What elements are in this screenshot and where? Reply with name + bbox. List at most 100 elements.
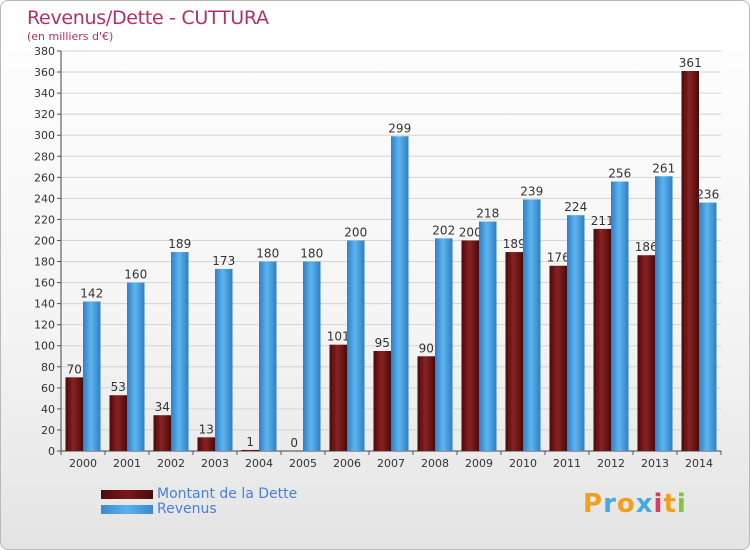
y-tick-label: 100 xyxy=(34,340,55,353)
y-tick-label: 80 xyxy=(41,361,55,374)
data-label-revenus: 189 xyxy=(168,237,191,251)
logo-letter: P xyxy=(583,489,604,519)
logo-letter: o xyxy=(616,489,636,519)
data-label-revenus: 224 xyxy=(564,200,587,214)
data-label-revenus: 160 xyxy=(124,268,147,282)
x-tick-label: 2003 xyxy=(201,457,229,470)
bar-dette xyxy=(241,449,259,451)
y-tick-label: 360 xyxy=(34,66,55,79)
y-tick-label: 380 xyxy=(34,45,55,58)
y-tick-label: 200 xyxy=(34,234,55,247)
bar-dette xyxy=(417,356,435,451)
data-label-dette: 90 xyxy=(419,341,434,355)
y-tick-label: 20 xyxy=(41,424,55,437)
bar-dette xyxy=(197,437,215,451)
x-tick-label: 2009 xyxy=(465,457,493,470)
x-tick-label: 2002 xyxy=(157,457,185,470)
bar-dette xyxy=(637,255,655,451)
bar-dette xyxy=(681,71,699,451)
data-label-dette: 101 xyxy=(327,330,350,344)
x-tick-label: 2001 xyxy=(113,457,141,470)
x-tick-label: 2006 xyxy=(333,457,361,470)
data-label-revenus: 202 xyxy=(432,223,455,237)
bar-dette xyxy=(109,395,127,451)
data-label-revenus: 239 xyxy=(520,184,543,198)
data-label-revenus: 256 xyxy=(608,167,631,181)
data-label-revenus: 173 xyxy=(212,254,235,268)
bar-revenus xyxy=(127,282,145,451)
y-tick-label: 120 xyxy=(34,319,55,332)
bar-dette xyxy=(505,252,523,451)
x-tick-label: 2008 xyxy=(421,457,449,470)
legend-label-dette: Montant de la Dette xyxy=(157,486,298,502)
y-tick-label: 180 xyxy=(34,256,55,269)
bar-revenus xyxy=(259,261,277,451)
y-tick-label: 40 xyxy=(41,403,55,416)
data-label-revenus: 299 xyxy=(388,121,411,135)
logo-letter: i xyxy=(676,489,687,519)
y-tick-label: 220 xyxy=(34,213,55,226)
y-tick-label: 160 xyxy=(34,277,55,290)
data-label-revenus: 180 xyxy=(256,247,279,261)
y-tick-label: 340 xyxy=(34,87,55,100)
bar-revenus xyxy=(347,240,365,451)
bar-revenus xyxy=(215,268,233,451)
x-tick-label: 2007 xyxy=(377,457,405,470)
legend-label-revenus: Revenus xyxy=(157,501,217,517)
x-tick-label: 2013 xyxy=(641,457,669,470)
x-tick-label: 2011 xyxy=(553,457,581,470)
bar-revenus xyxy=(171,252,189,451)
logo-letter: r xyxy=(603,489,617,519)
bar-dette xyxy=(153,415,171,451)
bar-dette xyxy=(373,351,391,451)
y-tick-label: 280 xyxy=(34,150,55,163)
logo-letter: i xyxy=(653,489,664,519)
bar-revenus xyxy=(479,221,497,451)
y-tick-label: 60 xyxy=(41,382,55,395)
data-label-dette: 189 xyxy=(503,237,526,251)
data-label-dette: 53 xyxy=(111,380,126,394)
bar-revenus xyxy=(611,181,629,452)
bar-dette xyxy=(65,377,83,451)
data-label-dette: 200 xyxy=(459,225,482,239)
bar-revenus xyxy=(655,176,673,451)
data-label-dette: 361 xyxy=(679,56,702,70)
data-label-dette: 95 xyxy=(375,336,390,350)
data-label-dette: 34 xyxy=(155,400,170,414)
data-label-revenus: 180 xyxy=(300,247,323,261)
bar-revenus xyxy=(435,238,453,451)
bar-revenus xyxy=(303,261,321,451)
bar-revenus xyxy=(83,301,101,451)
x-tick-label: 2012 xyxy=(597,457,625,470)
logo-letter: x xyxy=(635,489,654,519)
legend-swatch-dette xyxy=(101,490,153,499)
x-tick-label: 2000 xyxy=(69,457,97,470)
logo-letter: t xyxy=(663,489,677,519)
chart-title: Revenus/Dette - CUTTURA xyxy=(27,7,269,29)
data-label-dette: 176 xyxy=(547,251,570,265)
x-tick-label: 2004 xyxy=(245,457,273,470)
bar-revenus xyxy=(567,215,585,451)
data-label-revenus: 200 xyxy=(344,225,367,239)
y-tick-label: 260 xyxy=(34,171,55,184)
data-label-revenus: 218 xyxy=(476,207,499,221)
data-label-dette: 13 xyxy=(199,422,214,436)
bar-dette xyxy=(549,265,567,451)
x-tick-label: 2014 xyxy=(685,457,713,470)
data-label-dette: 1 xyxy=(246,435,254,449)
bar-revenus xyxy=(699,202,717,451)
y-tick-label: 0 xyxy=(48,445,55,458)
bar-dette xyxy=(329,344,347,451)
x-tick-label: 2010 xyxy=(509,457,537,470)
data-label-revenus: 142 xyxy=(80,287,103,301)
y-tick-label: 140 xyxy=(34,298,55,311)
y-tick-label: 320 xyxy=(34,108,55,121)
data-label-revenus: 236 xyxy=(696,188,719,202)
bar-revenus xyxy=(391,136,409,451)
legend-swatch-revenus xyxy=(101,505,153,514)
data-label-dette: 186 xyxy=(635,240,658,254)
bar-dette xyxy=(593,228,611,451)
data-label-revenus: 261 xyxy=(652,161,675,175)
